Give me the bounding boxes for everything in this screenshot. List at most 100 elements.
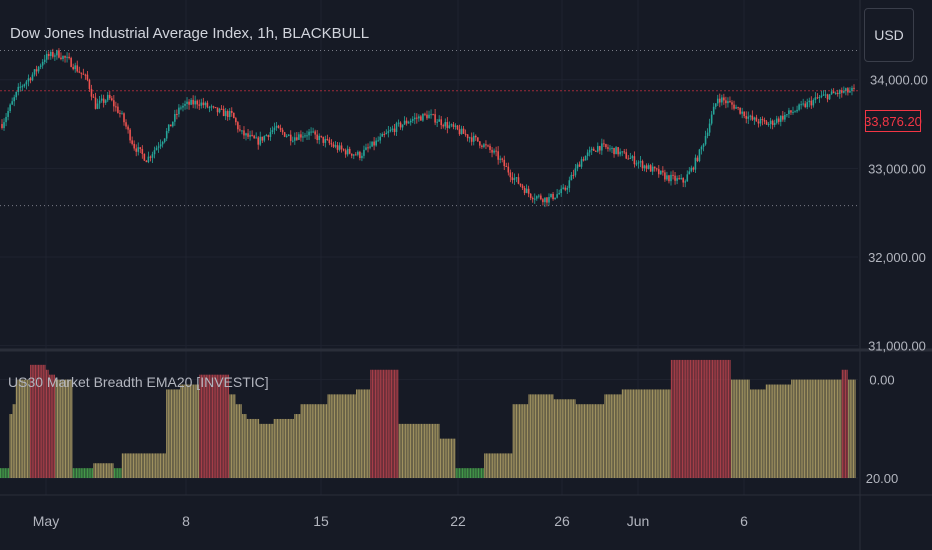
breadth-bar xyxy=(87,468,89,478)
candle-body xyxy=(505,166,508,168)
candle-body xyxy=(383,133,386,135)
candle-body xyxy=(147,156,150,163)
breadth-bar xyxy=(495,453,497,478)
breadth-bar xyxy=(675,359,677,478)
breadth-bar xyxy=(726,359,728,478)
breadth-bar xyxy=(746,379,749,478)
breadth-bar xyxy=(212,374,214,478)
breadth-bar xyxy=(348,394,350,478)
candle-body xyxy=(403,120,406,125)
candle-body xyxy=(660,170,662,175)
candle-body xyxy=(165,131,168,139)
candle-body xyxy=(405,120,408,124)
candle-body xyxy=(773,122,776,126)
breadth-bar xyxy=(425,423,427,478)
candle-body xyxy=(334,145,337,147)
candle-body xyxy=(94,97,97,109)
candle-body xyxy=(487,145,489,147)
breadth-bar xyxy=(243,414,245,478)
candle-body xyxy=(420,116,422,121)
breadth-bar xyxy=(406,423,408,478)
candle-body xyxy=(174,114,176,122)
breadth-bar xyxy=(196,384,198,478)
candle-body xyxy=(72,66,74,70)
breadth-bar xyxy=(610,394,612,478)
breadth-bar xyxy=(582,404,584,478)
candle-body xyxy=(763,119,766,122)
candle-body xyxy=(808,100,811,103)
breadth-bar xyxy=(670,359,673,478)
breadth-bar xyxy=(430,423,432,478)
candle-body xyxy=(369,146,371,148)
breadth-bar xyxy=(751,389,753,478)
breadth-bar xyxy=(41,364,43,478)
breadth-bar xyxy=(313,404,315,478)
breadth-bar xyxy=(814,379,817,478)
candle-body xyxy=(214,106,217,108)
candle-body xyxy=(666,175,668,180)
breadth-bar xyxy=(94,463,97,478)
breadth-bar xyxy=(707,359,709,478)
breadth-bar xyxy=(844,369,847,478)
candle-body xyxy=(662,170,664,173)
candle-body xyxy=(794,111,796,113)
breadth-bar xyxy=(435,423,437,478)
breadth-bar xyxy=(569,399,571,478)
candle-body xyxy=(830,91,833,95)
candle-body xyxy=(511,177,514,181)
breadth-bar xyxy=(365,389,367,478)
candle-body xyxy=(56,50,58,56)
candle-body xyxy=(180,107,182,109)
breadth-bar xyxy=(677,359,679,478)
candle-body xyxy=(775,118,778,123)
breadth-bar xyxy=(550,394,552,478)
breadth-bar xyxy=(792,379,794,478)
candle-body xyxy=(617,147,619,155)
candle-body xyxy=(580,159,583,167)
breadth-bar xyxy=(343,394,345,478)
breadth-bar xyxy=(443,438,445,478)
candle-body xyxy=(253,135,255,139)
breadth-bar xyxy=(305,404,307,478)
breadth-bar xyxy=(416,423,418,478)
breadth-bar xyxy=(700,359,703,478)
breadth-bar xyxy=(129,453,131,478)
candle-body xyxy=(389,129,392,132)
candle-body xyxy=(761,118,764,120)
breadth-bar xyxy=(493,453,495,478)
breadth-bar xyxy=(778,384,780,478)
candle-body xyxy=(273,127,276,131)
breadth-bar xyxy=(705,359,707,478)
breadth-bar xyxy=(544,394,546,478)
breadth-bar xyxy=(337,394,339,478)
candle-body xyxy=(338,145,341,150)
breadth-bar xyxy=(42,364,44,478)
breadth-bar xyxy=(473,468,475,478)
breadth-bar xyxy=(325,404,328,478)
breadth-bar xyxy=(767,384,769,478)
candle-body xyxy=(470,137,473,142)
breadth-bar xyxy=(102,463,105,478)
candle-body xyxy=(330,143,333,145)
price-axis[interactable]: 33,000.00 32,000.00 31,000.00 34,000.00 xyxy=(868,73,928,354)
candle-body xyxy=(468,137,471,139)
breadth-bar xyxy=(104,463,106,478)
breadth-bar xyxy=(518,404,521,478)
candle-body xyxy=(739,107,741,114)
currency-button[interactable]: USD xyxy=(864,8,914,62)
breadth-bar xyxy=(340,394,342,478)
time-axis[interactable]: May 8 15 22 26 Jun 6 xyxy=(33,513,748,529)
breadth-bar xyxy=(232,394,234,478)
breadth-bar xyxy=(395,369,397,478)
candle-body xyxy=(828,94,831,100)
time-tick-label: May xyxy=(33,513,59,529)
candle-body xyxy=(188,101,190,105)
candle-body xyxy=(448,125,451,128)
candle-body xyxy=(145,160,148,163)
breadth-bar xyxy=(648,389,650,478)
candle-body xyxy=(314,131,316,135)
breadth-bar xyxy=(207,374,209,478)
indicator-axis[interactable]: 20.00 0.00 xyxy=(866,373,899,486)
breadth-bar xyxy=(409,423,411,478)
